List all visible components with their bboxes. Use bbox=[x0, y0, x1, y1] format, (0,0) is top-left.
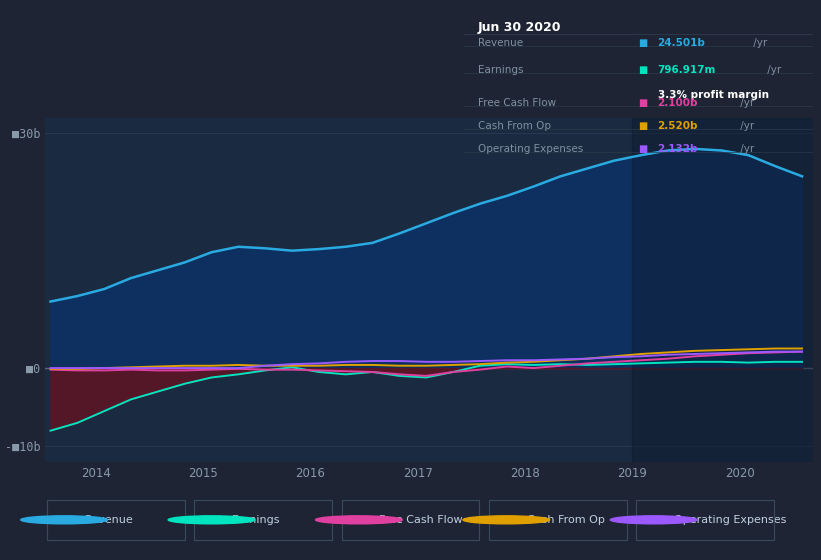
Text: 3.3% profit margin: 3.3% profit margin bbox=[658, 90, 768, 100]
Text: Revenue: Revenue bbox=[478, 38, 523, 48]
Text: /yr: /yr bbox=[737, 144, 754, 155]
Text: 24.501b: 24.501b bbox=[658, 38, 705, 48]
Text: Jun 30 2020: Jun 30 2020 bbox=[478, 21, 562, 34]
Text: Earnings: Earnings bbox=[478, 66, 523, 76]
Text: 796.917m: 796.917m bbox=[658, 66, 716, 76]
Text: Cash From Op: Cash From Op bbox=[478, 122, 551, 132]
Text: ■: ■ bbox=[639, 98, 648, 108]
Text: /yr: /yr bbox=[737, 122, 754, 132]
Text: Operating Expenses: Operating Expenses bbox=[478, 144, 583, 155]
Text: /yr: /yr bbox=[737, 98, 754, 108]
Text: ■: ■ bbox=[639, 122, 648, 132]
Circle shape bbox=[21, 516, 108, 524]
Text: 2.520b: 2.520b bbox=[658, 122, 698, 132]
Text: Free Cash Flow: Free Cash Flow bbox=[478, 98, 556, 108]
Text: ■: ■ bbox=[639, 38, 648, 48]
Text: Earnings: Earnings bbox=[232, 515, 281, 525]
Text: 2.132b: 2.132b bbox=[658, 144, 698, 155]
Text: Operating Expenses: Operating Expenses bbox=[674, 515, 787, 525]
Circle shape bbox=[315, 516, 402, 524]
Circle shape bbox=[463, 516, 549, 524]
Bar bbox=[632, 118, 821, 462]
Text: 2.100b: 2.100b bbox=[658, 98, 698, 108]
Text: ■: ■ bbox=[639, 66, 648, 76]
Text: ■: ■ bbox=[639, 144, 648, 155]
Circle shape bbox=[168, 516, 255, 524]
Text: /yr: /yr bbox=[764, 66, 781, 76]
Text: Cash From Op: Cash From Op bbox=[527, 515, 604, 525]
Text: /yr: /yr bbox=[750, 38, 768, 48]
Text: Revenue: Revenue bbox=[85, 515, 133, 525]
Text: Free Cash Flow: Free Cash Flow bbox=[379, 515, 463, 525]
Circle shape bbox=[610, 516, 697, 524]
